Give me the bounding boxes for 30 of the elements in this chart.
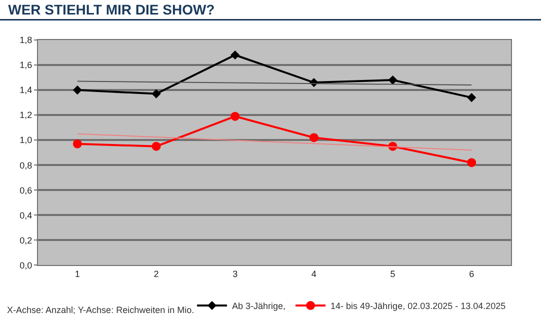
text: X-Achse: Anzahl; Y-Achse: Reichweiten in Mio.	[7, 305, 194, 315]
x-tick-label: 5	[390, 269, 396, 279]
y-tick-label: 1,2	[20, 110, 32, 120]
y-tick-label: 1,4	[20, 85, 32, 96]
point	[230, 50, 240, 60]
point	[467, 93, 476, 102]
point	[152, 89, 161, 98]
y-tick-label: 0,8	[20, 160, 32, 170]
x-tick-label: 2	[154, 269, 159, 279]
chart-title: WER STIEHLT MIR DIE SHOW?	[8, 2, 215, 18]
point	[230, 112, 240, 121]
point	[467, 158, 476, 168]
point	[72, 139, 82, 148]
x-tick-label: 6	[469, 269, 474, 279]
point	[152, 142, 161, 151]
legend-label: 14- bis 49-Jährige, 02.03.2025 - 13.04.2025	[330, 301, 506, 312]
point	[72, 85, 82, 95]
point	[388, 75, 398, 85]
point	[309, 133, 318, 142]
x-tick-label: 4	[311, 269, 316, 279]
legend-label: Ab 3-Jährige,	[232, 301, 286, 312]
y-tick-label: 0,4	[20, 210, 32, 220]
y-tick-label: 0,6	[20, 185, 32, 196]
y-tick-label: 1,8	[20, 35, 32, 46]
x-tick-label: 3	[232, 269, 238, 279]
x-tick-label: 1	[74, 269, 80, 279]
y-tick-label: 1,0	[20, 135, 32, 146]
y-tick-label: 0,2	[20, 235, 32, 246]
y-tick-label: 0,0	[20, 260, 32, 270]
y-tick-label: 1,6	[20, 60, 32, 70]
